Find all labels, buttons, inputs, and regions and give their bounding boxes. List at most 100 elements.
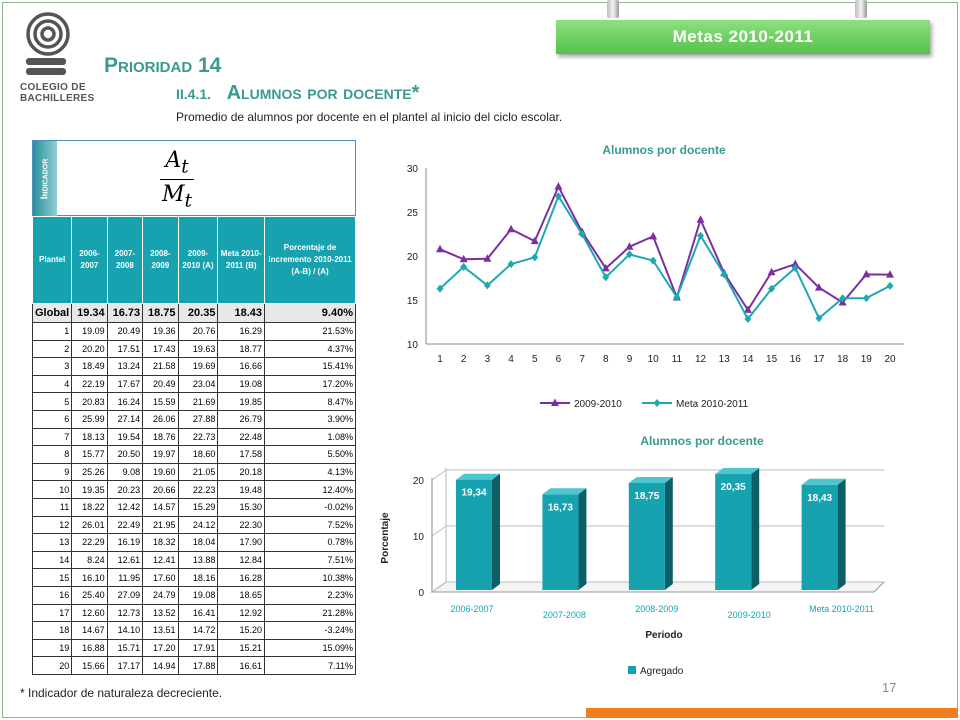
table-cell: 9 — [31, 462, 73, 482]
table-cell: 11 — [31, 497, 73, 517]
table-cell: 15.71 — [106, 638, 144, 658]
table-cell: 14.94 — [142, 656, 179, 675]
line-x-tick-label: 9 — [627, 354, 633, 365]
table-cell: 22.29 — [71, 533, 108, 552]
table-cell: 15.77 — [71, 445, 108, 464]
table-cell: 13.52 — [142, 603, 179, 623]
table-cell: 16.73 — [106, 303, 144, 323]
bar-top — [715, 468, 760, 475]
table-cell: Global — [31, 303, 73, 323]
table-cell: 26.01 — [71, 515, 108, 535]
bar-side — [837, 478, 846, 590]
line-x-tick-label: 5 — [532, 354, 538, 365]
table-cell: 26.06 — [142, 409, 179, 429]
table-cell: 20.76 — [177, 322, 219, 341]
line-x-tick-label: 3 — [485, 354, 491, 365]
table-cell: 17.67 — [106, 374, 144, 394]
bar-side — [578, 488, 587, 590]
table-cell: 4 — [31, 374, 73, 394]
table-row: 8 15.77 20.50 19.97 18.60 17.58 5.50% — [31, 445, 356, 464]
line-x-tick-label: 19 — [861, 354, 873, 365]
data-point-2009-2010 — [507, 224, 516, 233]
table-cell: 20.83 — [71, 392, 108, 411]
data-point-meta — [744, 315, 752, 324]
bar-y-tick-label: 20 — [413, 476, 425, 487]
table-row: 3 18.49 13.24 21.58 19.69 16.66 15.41% — [31, 357, 356, 376]
table-row: 15 16.10 11.95 17.60 18.16 16.28 10.38% — [31, 568, 356, 587]
table-cell: 0.78% — [264, 533, 356, 552]
table-cell: 24.12 — [177, 515, 219, 535]
data-point-2009-2010 — [862, 269, 871, 278]
table-header-cell: 2006-2007 — [71, 216, 108, 304]
table-cell: 15.09% — [264, 638, 356, 658]
line-x-tick-label: 15 — [766, 354, 778, 365]
table-cell: 3.90% — [264, 409, 356, 429]
bar-x-category-label: 2008-2009 — [635, 604, 678, 614]
table-cell: 19.63 — [177, 339, 219, 359]
line-x-tick-label: 6 — [556, 354, 562, 365]
data-point-2009-2010 — [436, 244, 444, 253]
legend-label-meta: Meta 2010-2011 — [676, 399, 749, 410]
table-cell: 16 — [31, 585, 73, 605]
section-description: Promedio de alumnos por docente en el pl… — [176, 110, 563, 124]
section-name: Alumnos por docente* — [226, 82, 420, 104]
table-cell: 17.43 — [142, 339, 179, 359]
table-cell: 8.24 — [71, 550, 108, 570]
table-cell: 13.24 — [106, 357, 144, 376]
data-point-2009-2010 — [791, 259, 800, 268]
table-cell: 22.23 — [177, 480, 219, 499]
table-cell: 18.32 — [142, 533, 179, 552]
data-point-meta — [554, 192, 562, 201]
table-cell: 19.08 — [217, 374, 265, 394]
table-header-cell: Plantel — [31, 216, 73, 304]
table-row: 4 22.19 17.67 20.49 23.04 19.08 17.20% — [31, 374, 356, 394]
table-row: 14 8.24 12.61 12.41 13.88 12.84 7.51% — [31, 550, 356, 570]
table-cell: 25.99 — [71, 409, 108, 429]
bar-value — [542, 494, 579, 590]
table-cell: 17.58 — [217, 445, 265, 464]
orange-bar — [586, 708, 958, 718]
table-cell: 12.40% — [264, 480, 356, 499]
table-cell: 5 — [31, 392, 73, 411]
line-x-tick-label: 17 — [813, 354, 825, 365]
table-cell: 18.65 — [217, 585, 265, 605]
colegio-bachilleres-logo — [18, 10, 128, 110]
data-point-meta — [531, 253, 539, 262]
table-cell: 14 — [31, 550, 73, 570]
table-cell: 21.95 — [142, 515, 179, 535]
spiral-logo-icon — [26, 12, 70, 75]
table-cell: 7.11% — [264, 656, 356, 675]
line-x-tick-label: 12 — [695, 354, 707, 365]
table-header-cell: Porcentaje de incremento 2010-2011 (A-B)… — [264, 216, 356, 304]
bar-data-label: 18,75 — [634, 491, 659, 502]
table-row: 9 25.26 9.08 19.60 21.05 20.18 4.13% — [31, 462, 356, 482]
legend-swatch-agregado — [628, 666, 636, 674]
data-point-2009-2010 — [625, 242, 634, 250]
table-row: 1 19.09 20.49 19.36 20.76 16.29 21.53% — [31, 322, 356, 341]
table-cell: 16.24 — [106, 392, 144, 411]
bar-top — [456, 473, 500, 480]
table-cell: 12.42 — [106, 497, 144, 517]
table-cell: 15 — [31, 568, 73, 587]
bar-data-label: 20,35 — [721, 482, 746, 493]
table-cell: 17.90 — [217, 533, 265, 552]
formula-denominator-sub: t — [184, 190, 192, 212]
table-cell: 17.20% — [264, 374, 356, 394]
line-x-tick-label: 16 — [790, 354, 802, 365]
table-cell: 20.49 — [142, 374, 179, 394]
table-cell: 18.49 — [71, 357, 108, 376]
table-cell: 22.73 — [177, 427, 219, 447]
legend-label-agregado: Agregado — [640, 666, 684, 677]
table-cell: 26.79 — [217, 409, 265, 429]
table-cell: 19.85 — [217, 392, 265, 411]
table-cell: 1 — [31, 322, 73, 341]
table-cell: 20.35 — [177, 303, 219, 323]
table-cell: 8.47% — [264, 392, 356, 411]
table-cell: 27.88 — [177, 409, 219, 429]
bar-data-label: 18,43 — [807, 493, 832, 504]
bar-top — [801, 478, 846, 485]
footnote: * Indicador de naturaleza decreciente. — [20, 686, 223, 700]
line-y-tick-label: 30 — [407, 164, 419, 175]
table-cell: 15.30 — [217, 497, 265, 517]
